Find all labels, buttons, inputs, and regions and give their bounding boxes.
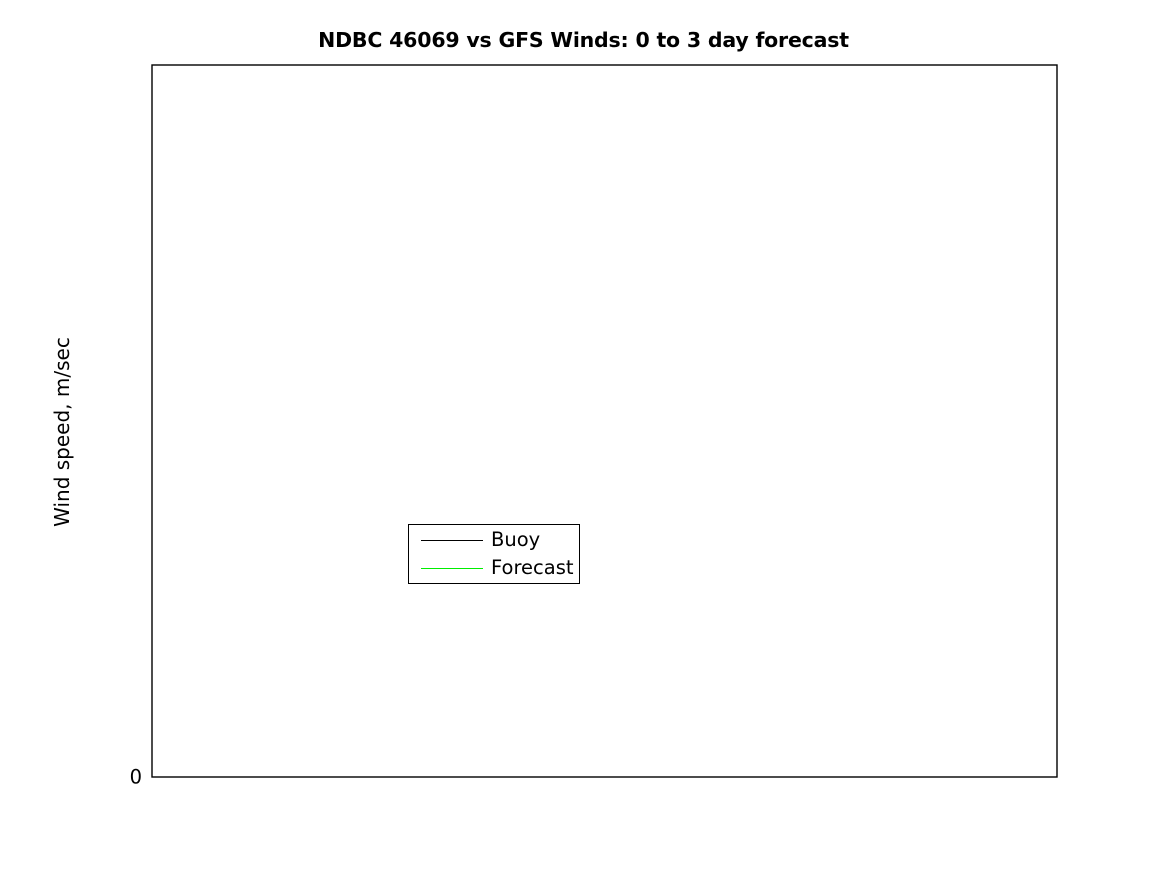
- y-tick-label: 0: [129, 765, 142, 789]
- chart-legend: Buoy Forecast: [408, 524, 580, 584]
- axes-frame: [151, 64, 1058, 778]
- plot-background: [152, 65, 1057, 777]
- y-axis-tick-labels: 0: [94, 0, 142, 875]
- legend-swatch-forecast: [421, 568, 483, 569]
- chart-title: NDBC 46069 vs GFS Winds: 0 to 3 day fore…: [318, 28, 849, 52]
- legend-label-buoy: Buoy: [491, 528, 541, 551]
- legend-label-forecast: Forecast: [491, 556, 574, 579]
- legend-swatch-buoy: [421, 540, 483, 541]
- legend-item-forecast: Forecast: [409, 555, 581, 583]
- legend-item-buoy: Buoy: [409, 527, 581, 555]
